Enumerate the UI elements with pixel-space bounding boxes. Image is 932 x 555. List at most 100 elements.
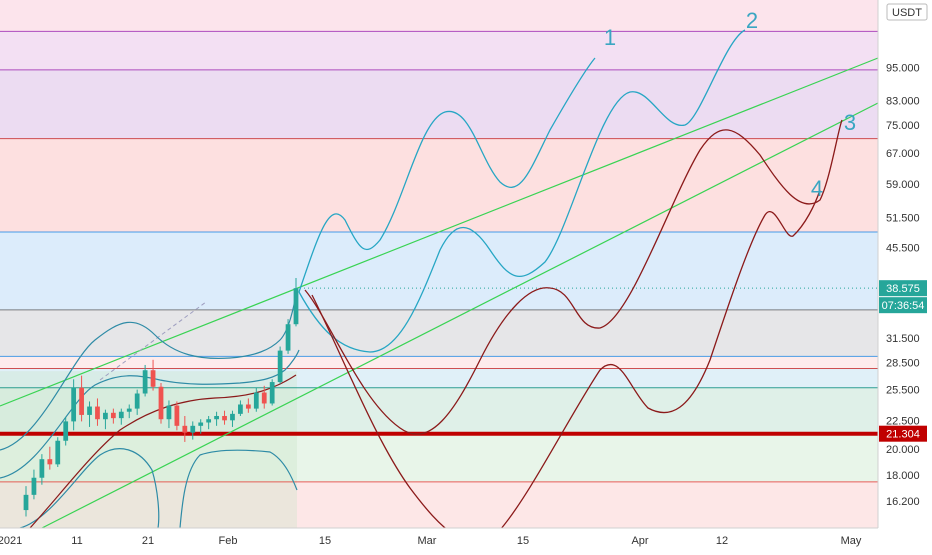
y-axis[interactable]: USDT 95.000 83.000 75.000 67.000 59.000 51.500…	[877, 0, 932, 550]
channel-upper	[0, 57, 879, 407]
support-badge	[879, 425, 927, 442]
trend-channel	[0, 57, 879, 529]
candle-body	[293, 288, 299, 325]
zone-band	[0, 356, 878, 369]
candle-body	[55, 440, 61, 465]
x-axis-bg	[0, 528, 932, 550]
y-tick-label: 25.500	[886, 385, 920, 397]
path-scenario-2	[298, 29, 746, 353]
x-tick-label: 21	[142, 535, 154, 547]
candle-body	[63, 421, 69, 441]
x-tick-label: 11	[71, 535, 82, 547]
candle-body	[79, 387, 84, 415]
channel-lower	[41, 102, 879, 529]
y-tick-label: 59.000	[886, 179, 920, 191]
band-middle	[0, 349, 300, 479]
y-tick-label: 28.500	[886, 357, 920, 369]
candle-body	[285, 324, 291, 351]
x-tick-label: May	[841, 535, 862, 547]
zone-band	[0, 368, 878, 388]
x-axis: 2021 11 21 Feb 15 Mar 15 Apr 12 May	[0, 527, 932, 550]
y-tick-label: 51.500	[886, 212, 920, 224]
candle-body	[253, 392, 259, 409]
y-axis-bg	[878, 0, 932, 550]
candle-body	[166, 405, 172, 420]
y-tick-label: 75.000	[886, 120, 920, 132]
countdown-badge	[879, 297, 927, 314]
last-price-text: 38.575	[886, 283, 920, 295]
x-tick-label: 2021	[0, 535, 22, 547]
candle-body	[47, 459, 53, 465]
zones	[0, 0, 878, 528]
x-tick-label: Mar	[418, 535, 437, 547]
candle-body	[214, 415, 219, 420]
currency-badge	[886, 3, 928, 21]
zone-band	[0, 387, 878, 435]
candle-body	[198, 422, 204, 426]
candle-body	[126, 408, 132, 412]
dashed-trend	[99, 301, 207, 381]
scenario-label-4: 4	[811, 176, 823, 201]
y-tick-label: 22.500	[886, 415, 920, 427]
candle-body	[87, 406, 92, 415]
y-tick-label: 67.000	[886, 148, 920, 160]
zone-band	[0, 138, 878, 233]
candle-body	[222, 415, 227, 421]
path-scenario-4	[311, 189, 821, 543]
band-lower	[19, 448, 298, 529]
x-tick-label: Feb	[219, 535, 238, 547]
candle-body	[158, 386, 164, 420]
y-tick-label: 45.500	[886, 243, 920, 255]
zone-band	[0, 69, 878, 139]
path-scenario-3	[304, 119, 843, 435]
x-tick-label: 15	[517, 535, 529, 547]
candle-body	[174, 405, 180, 426]
y-tick-label: 31.500	[886, 333, 920, 345]
last-price-badge	[879, 280, 927, 297]
y-tick-label: 83.000	[886, 95, 920, 107]
zone-band	[0, 434, 878, 482]
zone-band	[0, 232, 878, 310]
candle-body	[245, 404, 251, 409]
scenario-label-1: 1	[604, 25, 616, 50]
candle-body	[23, 494, 29, 511]
y-tick-label: 95.000	[886, 62, 920, 74]
candle-body	[95, 406, 100, 420]
candle-body	[142, 370, 148, 394]
candle-body	[150, 370, 156, 387]
candles	[23, 278, 299, 517]
candle-body	[277, 350, 283, 383]
scenario-label-3: 3	[844, 110, 856, 135]
candle-body	[134, 393, 140, 409]
path-scenario-1	[298, 57, 596, 293]
candle-body	[261, 392, 267, 404]
x-tick-label: 15	[319, 535, 331, 547]
candle-body	[103, 412, 108, 420]
scenario-labels: 1 2 3 4	[604, 8, 856, 201]
candle-body	[206, 419, 212, 423]
candle-body	[230, 413, 235, 421]
y-tick-label: 16.200	[886, 496, 920, 508]
scenario-label-2: 2	[746, 8, 758, 33]
x-tick-label: Apr	[631, 535, 648, 547]
candle-body	[31, 477, 37, 495]
zone-band	[0, 309, 878, 357]
zone-band	[0, 31, 878, 70]
bollinger-bands	[0, 289, 300, 529]
support-text: 21.304	[886, 429, 920, 441]
band-upper	[0, 289, 298, 451]
moving-average	[29, 374, 297, 529]
currency-label: USDT	[892, 7, 922, 19]
zone-band	[0, 481, 878, 528]
candle-body	[182, 425, 188, 433]
candle-body	[118, 411, 124, 419]
candle-body	[269, 382, 275, 404]
y-tick-label: 18.000	[886, 470, 920, 482]
candle-body	[71, 387, 77, 422]
candle-body	[110, 412, 116, 419]
x-tick-label: 12	[716, 535, 728, 547]
candle-body	[238, 404, 243, 414]
candle-body	[39, 459, 45, 478]
